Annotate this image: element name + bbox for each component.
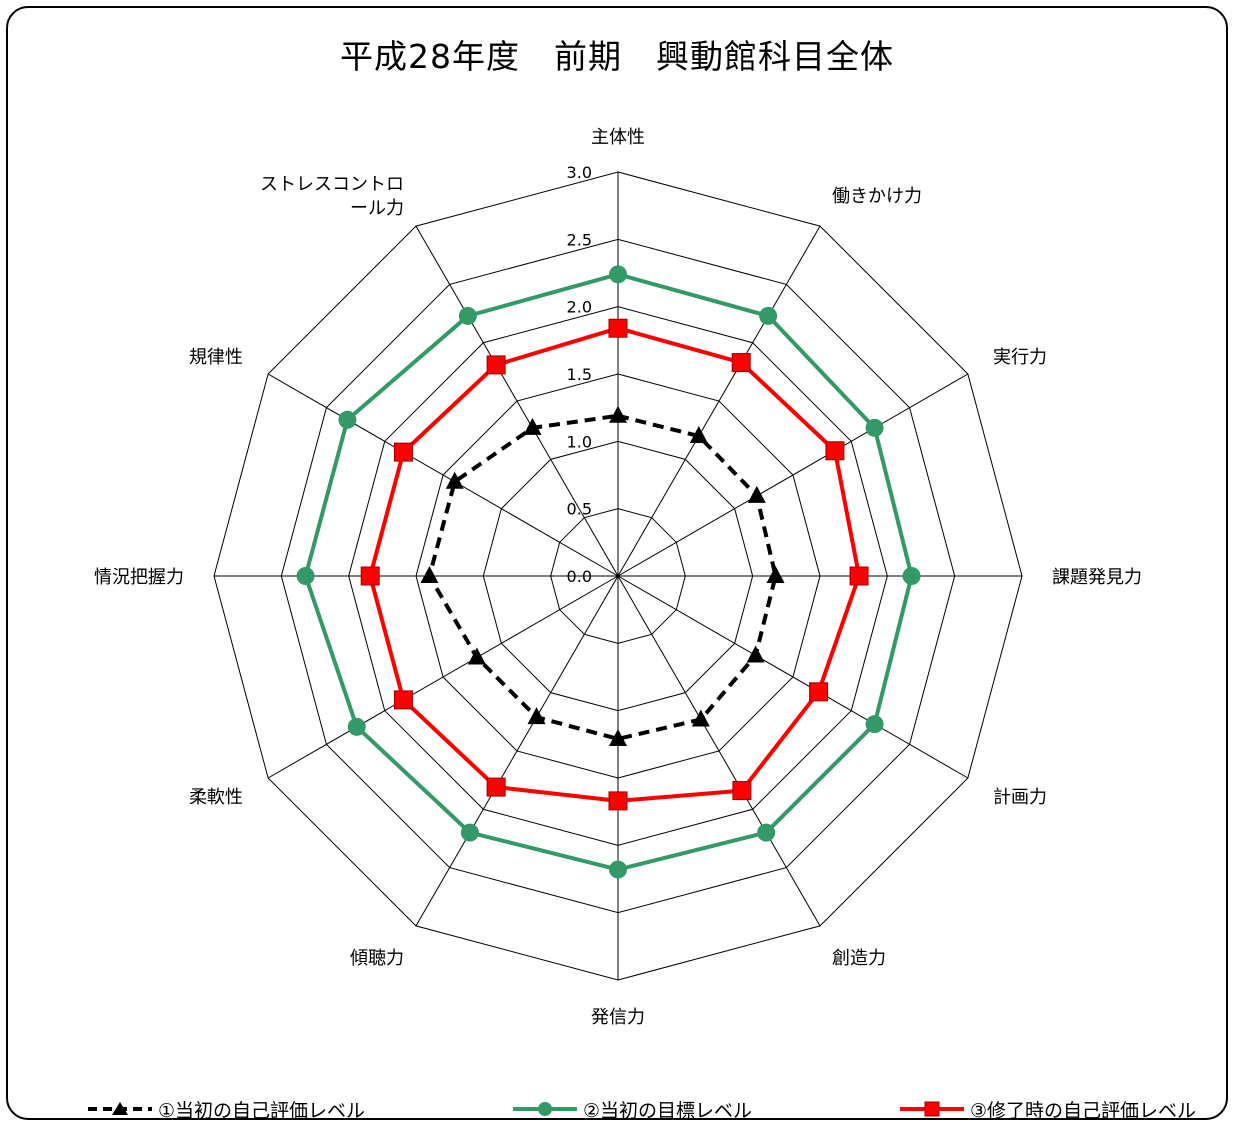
data-point-circle <box>865 715 884 734</box>
axis-label: 課題発見力 <box>1052 567 1142 588</box>
data-point-square <box>732 781 752 801</box>
series-line <box>303 272 914 872</box>
legend-marker-circle <box>512 1102 577 1116</box>
series-1 <box>420 405 785 746</box>
data-point-circle <box>460 823 479 842</box>
series-line <box>427 413 778 741</box>
data-point-circle <box>757 823 776 842</box>
axis-label: 発信力 <box>591 1007 645 1028</box>
axis-label: 情況把握力 <box>94 567 184 588</box>
data-point-triangle <box>766 566 785 583</box>
axis-label-line: 働きかけ力 <box>832 186 922 207</box>
tick-label: 2.0 <box>567 298 592 317</box>
data-point-square <box>809 682 829 702</box>
axis-spoke <box>617 373 969 577</box>
legend-marker-triangle <box>88 1102 152 1115</box>
data-point-triangle <box>609 405 627 423</box>
radar-spokes <box>214 172 1022 980</box>
data-point-circle <box>609 265 627 284</box>
axis-label-line: 計画力 <box>993 787 1047 808</box>
data-point-square <box>486 355 506 375</box>
axis-label: 傾聴力 <box>350 948 404 969</box>
axis-spoke <box>617 575 821 927</box>
axis-label-line: 発信力 <box>591 1007 645 1028</box>
axis-spoke <box>267 373 619 577</box>
tick-label: 0.5 <box>567 500 592 519</box>
data-point-triangle <box>689 426 708 444</box>
data-series <box>296 265 921 879</box>
axis-label: 主体性 <box>591 127 645 148</box>
data-point-square <box>825 441 845 461</box>
axis-label-line: 情況把握力 <box>94 567 184 588</box>
data-point-circle <box>902 567 921 585</box>
axis-spoke <box>617 225 821 577</box>
series-line <box>368 326 862 803</box>
legend-marker-square <box>899 1101 964 1117</box>
axis-label-line: 柔軟性 <box>189 787 243 808</box>
data-point-triangle <box>691 709 710 727</box>
data-point-triangle <box>523 417 542 435</box>
axis-label: 実行力 <box>993 347 1047 368</box>
legend: ①当初の自己評価レベル ②当初の目標レベル ③修了時の自己評価レベル <box>86 1094 1196 1124</box>
tick-label: 1.0 <box>567 432 592 451</box>
axis-spoke <box>617 575 969 779</box>
tick-label: 1.5 <box>567 365 592 384</box>
chart-frame <box>6 6 1228 1120</box>
data-point-circle <box>347 717 366 736</box>
data-point-triangle <box>445 471 464 489</box>
data-point-square <box>486 777 506 797</box>
axis-label-line: ール力 <box>350 198 404 219</box>
axis-spoke <box>415 225 619 577</box>
axis-label-line: 傾聴力 <box>350 948 404 969</box>
legend-item-self-initial: ①当初の自己評価レベル <box>86 1096 365 1123</box>
tick-label: 3.0 <box>567 163 592 182</box>
data-point-triangle <box>609 728 627 746</box>
data-point-triangle <box>467 647 486 665</box>
data-point-circle <box>458 306 477 325</box>
data-point-square <box>731 353 751 373</box>
legend-item-self-final: ③修了時の自己評価レベル <box>898 1096 1196 1123</box>
data-point-square <box>608 318 628 338</box>
data-point-circle <box>759 306 778 325</box>
axis-label-line: 規律性 <box>189 347 243 368</box>
data-point-square <box>393 442 413 462</box>
axis-label: 柔軟性 <box>189 787 243 808</box>
axis-label-line: 課題発見力 <box>1052 567 1142 588</box>
tick-label: 2.5 <box>567 230 592 249</box>
axis-spoke <box>267 575 619 779</box>
data-point-square <box>849 566 869 586</box>
data-point-triangle <box>527 707 546 725</box>
chart-title: 平成28年度 前期 興動館科目全体 <box>340 37 894 76</box>
data-point-circle <box>865 418 884 437</box>
legend-item-target: ②当初の目標レベル <box>511 1096 752 1123</box>
series-3 <box>360 318 869 811</box>
axis-label-line: ストレスコントロ <box>260 174 404 195</box>
data-point-circle <box>609 860 627 879</box>
radial-tick-labels: 0.0 0.5 1.0 1.5 2.0 2.5 3.0 <box>567 163 592 586</box>
data-point-triangle <box>420 566 439 583</box>
axis-label: 規律性 <box>189 347 243 368</box>
data-point-square <box>360 566 380 586</box>
legend-label: ①当初の自己評価レベル <box>158 1099 366 1122</box>
data-point-square <box>608 791 628 811</box>
axis-label-line: 主体性 <box>591 127 645 148</box>
axis-label-line: 実行力 <box>993 347 1047 368</box>
data-point-triangle <box>747 485 766 503</box>
axis-spoke <box>415 575 619 927</box>
tick-label: 0.0 <box>567 567 592 586</box>
data-point-circle <box>296 567 315 585</box>
axis-label-line: 創造力 <box>832 948 886 969</box>
series-2 <box>296 265 921 879</box>
legend-label: ③修了時の自己評価レベル <box>969 1099 1196 1122</box>
data-point-square <box>393 690 413 710</box>
axis-label: 働きかけ力 <box>832 186 922 207</box>
axis-label: 創造力 <box>832 948 886 969</box>
legend-label: ②当初の目標レベル <box>582 1099 753 1122</box>
data-point-circle <box>338 410 357 429</box>
data-point-triangle <box>746 645 765 663</box>
axis-label: 計画力 <box>993 787 1047 808</box>
